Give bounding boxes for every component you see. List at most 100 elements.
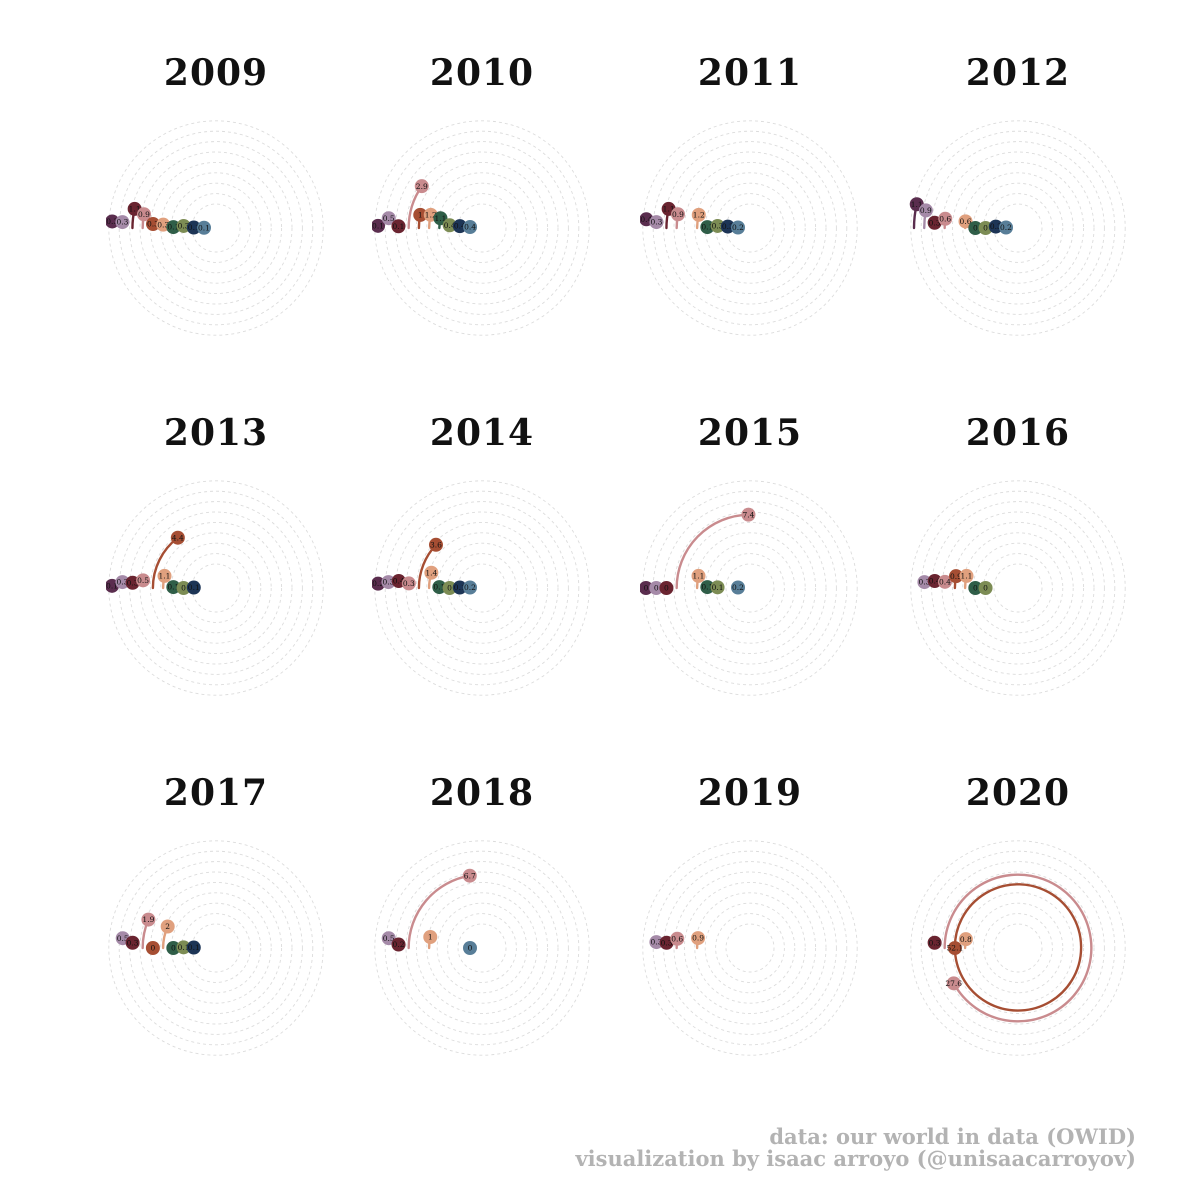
guide-ring <box>447 193 517 263</box>
guide-ring <box>642 840 858 1056</box>
year-panel: 2010 0.1 0.5 0.1 2.9 1 1.2 1.1 0.4 0.4 0.4 <box>348 0 616 340</box>
value-point <box>115 575 130 590</box>
guide-ring <box>920 130 1116 326</box>
value-point <box>452 580 467 595</box>
guide-ring <box>129 141 303 315</box>
year-panel: 2020 0.3 27.6 52.1 0.8 <box>884 720 1152 1060</box>
value-point <box>166 220 181 235</box>
value-point <box>999 220 1014 235</box>
value-point <box>720 219 735 234</box>
value-point <box>958 932 973 947</box>
value-point <box>401 576 416 591</box>
value-point <box>731 580 746 595</box>
value-label: 0.2 <box>393 940 405 949</box>
guide-ring <box>426 892 538 1004</box>
value-label: 0.3 <box>127 938 139 947</box>
year-panel: 2011 0.4 0.3 1.1 0.9 1.2 0.1 0.3 0.3 0.2 <box>616 0 884 340</box>
value-label: 0.3 <box>712 222 724 231</box>
value-point <box>649 215 664 230</box>
value-point <box>442 581 457 595</box>
value-label: 0.2 <box>372 579 384 588</box>
guide-ring <box>673 871 827 1025</box>
guide-ring <box>694 532 806 644</box>
value-point <box>710 218 725 233</box>
value-point <box>146 217 161 232</box>
value-label: 0.5 <box>383 214 395 223</box>
value-label: 0.1 <box>188 583 200 592</box>
value-label: 52.1 <box>947 944 964 953</box>
value-point <box>413 207 428 222</box>
value-label: 0.1 <box>188 223 200 232</box>
guide-ring <box>951 161 1085 295</box>
guide-ring <box>181 913 251 983</box>
guide-ring <box>426 532 538 644</box>
value-point <box>157 568 172 583</box>
value-label: 0 <box>447 584 452 593</box>
guide-ring <box>972 902 1064 994</box>
value-label: 0.1 <box>701 223 713 232</box>
panel-title: 2018 <box>429 772 535 814</box>
value-label: 0.1 <box>712 583 724 592</box>
value-arc <box>407 874 471 950</box>
guide-ring <box>447 553 517 623</box>
value-point <box>700 580 715 595</box>
guide-ring <box>181 553 251 623</box>
panel-title: 2013 <box>163 412 269 454</box>
guide-ring <box>160 172 272 284</box>
value-point <box>166 941 181 955</box>
value-point <box>372 218 386 233</box>
guide-ring <box>181 193 251 263</box>
guide-ring <box>910 480 1126 696</box>
value-label: 0.3 <box>157 220 169 229</box>
value-label: 0.3 <box>116 218 128 227</box>
value-point <box>106 214 120 229</box>
panel-title: 2012 <box>965 52 1071 94</box>
value-point <box>176 940 191 955</box>
value-label: 0 <box>973 584 978 593</box>
guide-ring <box>160 892 272 1004</box>
value-point <box>197 220 211 235</box>
value-label: 6.7 <box>464 871 476 880</box>
value-point <box>176 581 191 595</box>
value-label: 0.4 <box>454 222 466 231</box>
panel-title: 2010 <box>429 52 535 94</box>
value-label: 1.2 <box>693 210 705 219</box>
value-label: 0.3 <box>147 220 159 229</box>
radial-chart: 0.10.30.30.54.41.10.1 0 0.1 <box>106 480 324 696</box>
value-point <box>968 221 983 235</box>
year-panel: 2013 0.1 0.3 0.3 0.5 4.4 1.1 0.1 0 0.1 <box>82 360 350 700</box>
value-point <box>659 581 674 595</box>
value-point <box>691 207 706 222</box>
guide-ring <box>941 511 1095 665</box>
year-panel: 2014 0.2 0.3 0.4 0.3 3.6 1.4 0.1 0 0.1 0.2 <box>348 360 616 700</box>
radial-chart: 0.40.31.10.9 1.20.10.30.30.2 <box>640 120 858 336</box>
value-point <box>463 580 478 595</box>
value-label: 2.9 <box>416 182 428 191</box>
value-label: 0.3 <box>127 578 139 587</box>
guide-ring <box>694 172 806 284</box>
value-point <box>700 220 715 235</box>
value-label: 1.1 <box>663 205 675 214</box>
value-point <box>949 569 964 584</box>
value-label: 0.3 <box>722 222 734 231</box>
value-point <box>136 573 151 588</box>
value-point <box>988 219 1003 234</box>
guide-ring <box>139 871 293 1025</box>
guide-ring <box>108 480 324 696</box>
value-point <box>917 575 932 590</box>
value-label: 0.1 <box>454 583 466 592</box>
guide-ring <box>415 521 549 655</box>
value-label: 0.4 <box>393 577 405 586</box>
value-point <box>918 203 933 218</box>
guide-ring <box>384 490 580 686</box>
value-label: 0.5 <box>117 934 129 943</box>
value-point <box>442 218 457 233</box>
guide-ring <box>447 913 517 983</box>
guide-ring <box>683 521 817 655</box>
value-label: 1 <box>428 933 433 942</box>
value-point <box>927 574 942 589</box>
value-point <box>691 568 706 583</box>
guide-ring <box>663 501 837 675</box>
guide-ring <box>118 490 314 686</box>
value-label: 0.3 <box>116 578 128 587</box>
